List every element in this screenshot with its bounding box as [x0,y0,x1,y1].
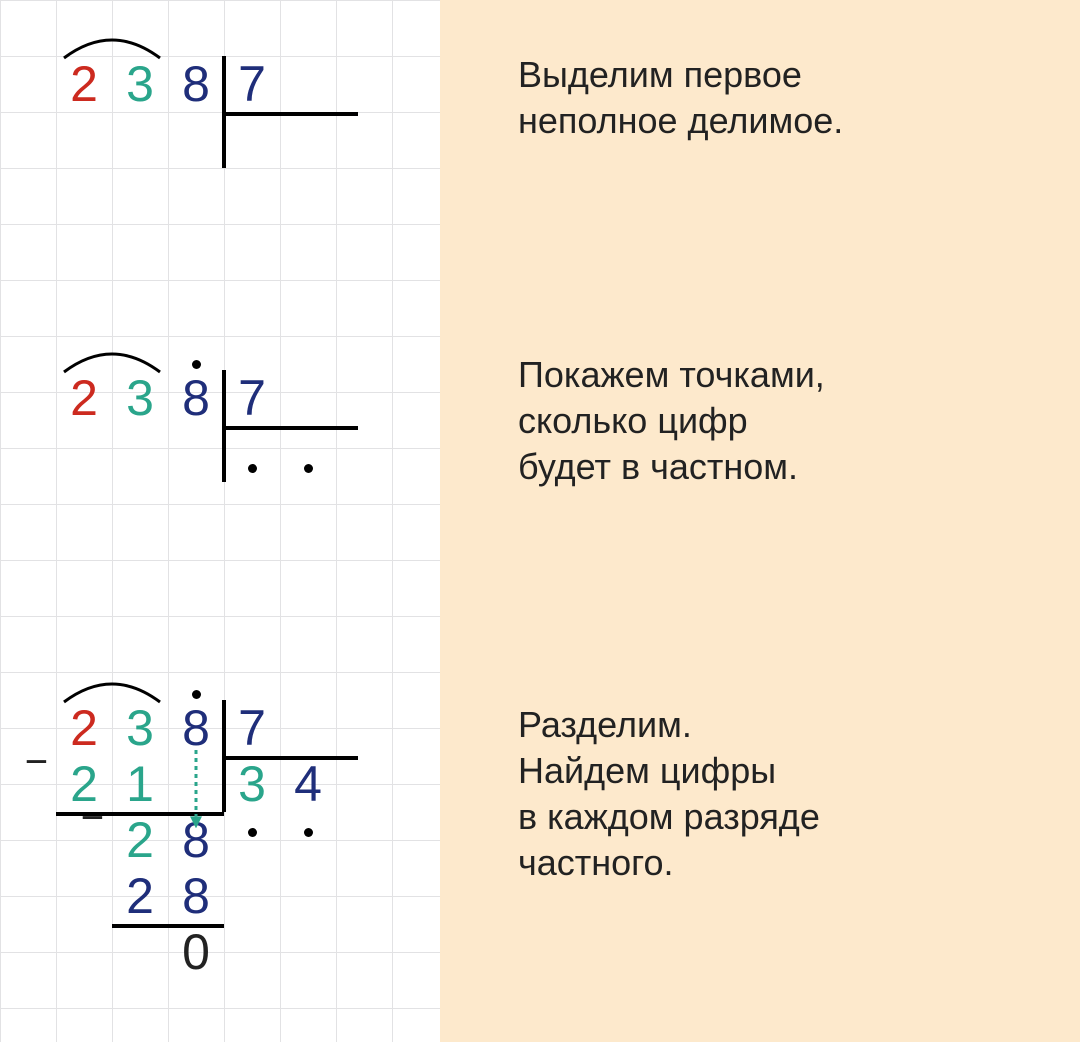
quotient-dot [304,828,313,837]
minus-sign: − [25,742,48,782]
quotient-digit: 3 [224,756,280,812]
dividend-dot [192,360,201,369]
callout-c2: Покажем точками, сколько цифр будет в ча… [450,330,1050,510]
partial-dividend-arc [56,30,168,62]
callout-text: Разделим. Найдем цифры в каждом разряде … [518,702,1022,886]
dividend-digit: 8 [168,56,224,112]
divisor-digit: 7 [224,56,280,112]
grid-area: 2387238723873421−28−280 [0,0,440,1042]
divisor-digit: 7 [224,700,280,756]
callout-c1: Выделим первое неполное делимое. [450,30,1050,166]
quotient-digit: 4 [280,756,336,812]
callout-text: Выделим первое неполное делимое. [518,52,1022,144]
work-digit: 1 [112,756,168,812]
work-digit: 2 [112,812,168,868]
dividend-digit: 8 [168,700,224,756]
callouts-area: Выделим первое неполное делимое. Покажем … [440,0,1080,1042]
dividend-dot [192,690,201,699]
work-digit: 8 [168,868,224,924]
dividend-digit: 3 [112,370,168,426]
minus-sign: − [81,798,104,838]
dividend-digit: 3 [112,56,168,112]
dividend-digit: 2 [56,56,112,112]
partial-dividend-arc [56,674,168,706]
divisor-digit: 7 [224,370,280,426]
quotient-dot [304,464,313,473]
dividend-digit: 8 [168,370,224,426]
callout-c3: Разделим. Найдем цифры в каждом разряде … [450,680,1050,904]
dividend-digit: 2 [56,370,112,426]
dividend-digit: 3 [112,700,168,756]
bring-down-arrow-icon [186,750,206,828]
quotient-dot [248,464,257,473]
dividend-digit: 2 [56,700,112,756]
division-hline [224,112,358,116]
quotient-dot [248,828,257,837]
partial-dividend-arc [56,344,168,376]
division-hline [224,426,358,430]
callout-text: Покажем точками, сколько цифр будет в ча… [518,352,1022,490]
work-digit: 0 [168,924,224,980]
work-digit: 2 [112,868,168,924]
